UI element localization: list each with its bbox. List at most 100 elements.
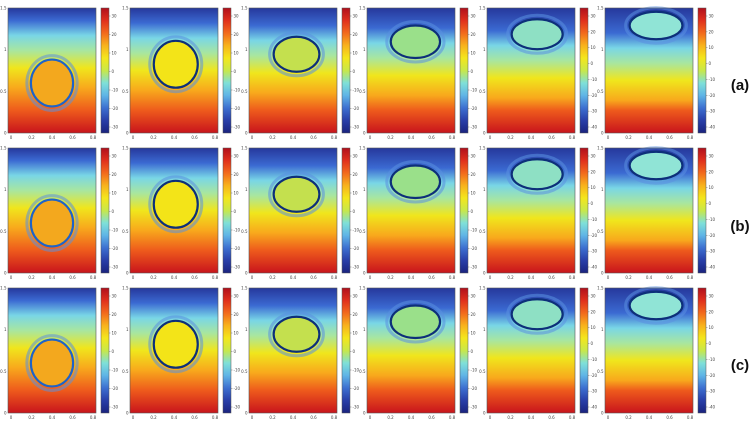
colorbar-tick-label: -10 xyxy=(353,368,360,373)
x-tick-label: 0.4 xyxy=(646,275,653,280)
colorbar-tick-label: 10 xyxy=(112,191,118,196)
x-tick-label: 0 xyxy=(369,135,372,140)
colorbar-tick-label: 10 xyxy=(471,191,477,196)
colorbar-tick-label: 10 xyxy=(709,45,715,50)
droplet xyxy=(628,150,684,181)
x-tick-label: 0.6 xyxy=(310,415,317,420)
colorbar-tick-label: -40 xyxy=(709,405,716,410)
colorbar-tick-label: 0 xyxy=(591,61,594,66)
y-tick-label: 0 xyxy=(363,271,366,276)
colorbar-tick-label: 0 xyxy=(234,349,237,354)
y-tick-label: 0 xyxy=(126,271,129,276)
panel-0-1: 0 0.2 0.4 0.6 0.8 0 0.5 1 1.5 30 20 10 0 -10 -20 -30 xyxy=(122,6,240,141)
colorbar-tick-label: -20 xyxy=(353,246,360,251)
y-tick-label: 0.5 xyxy=(479,229,486,234)
y-tick-label: 0.5 xyxy=(479,89,486,94)
y-tick-label: 0.5 xyxy=(241,229,248,234)
colorbar-tick-label: -10 xyxy=(471,88,478,93)
x-tick-label: 0.8 xyxy=(449,275,456,280)
colorbar-tick-label: 20 xyxy=(709,29,715,34)
droplet xyxy=(152,179,199,229)
colorbar xyxy=(579,287,589,414)
y-tick-label: 1 xyxy=(601,187,604,192)
y-tick-label: 0 xyxy=(483,271,486,276)
colorbar-tick-label: -10 xyxy=(353,88,360,93)
x-tick-label: 0.4 xyxy=(528,275,535,280)
colorbar-tick-label: 30 xyxy=(353,294,359,299)
colorbar-tick-label: -10 xyxy=(234,88,241,93)
droplet xyxy=(510,158,564,191)
y-tick-label: 0.5 xyxy=(359,229,366,234)
colorbar-tick-label: 10 xyxy=(709,325,715,330)
x-tick-label: 0.4 xyxy=(646,135,653,140)
colorbar-tick-label: 30 xyxy=(234,154,240,159)
x-tick-label: 0.2 xyxy=(387,415,394,420)
colorbar-tick-label: -20 xyxy=(709,233,716,238)
colorbar-tick-label: 0 xyxy=(471,209,474,214)
colorbar-tick-label: 20 xyxy=(112,172,118,177)
y-tick-label: 1 xyxy=(245,187,248,192)
colorbar-tick-label: -20 xyxy=(471,106,478,111)
y-tick-label: 1 xyxy=(126,47,129,52)
x-tick-label: 0.4 xyxy=(408,135,415,140)
colorbar-tick-label: 30 xyxy=(591,154,597,159)
colorbar xyxy=(222,147,232,274)
plot-frame xyxy=(7,147,97,274)
x-tick-label: 0.8 xyxy=(90,275,97,280)
colorbar xyxy=(459,147,469,274)
colorbar-tick-label: -30 xyxy=(591,249,598,254)
colorbar-tick-label: -20 xyxy=(234,106,241,111)
x-tick-label: 0.6 xyxy=(69,135,76,140)
colorbar xyxy=(697,147,707,274)
x-tick-label: 0.6 xyxy=(428,135,435,140)
colorbar-tick-label: -30 xyxy=(234,265,241,270)
droplet-halo xyxy=(385,160,446,204)
colorbar-tick-label: 10 xyxy=(591,325,597,330)
y-tick-label: 0.5 xyxy=(122,229,129,234)
y-tick-label: 0.5 xyxy=(122,369,129,374)
plot-frame xyxy=(129,287,219,414)
colorbar-tick-label: 10 xyxy=(353,191,359,196)
colorbar-tick-label: 30 xyxy=(234,14,240,19)
x-tick-label: 0.8 xyxy=(331,275,338,280)
row-label-c: (c) xyxy=(730,357,750,374)
colorbar-tick-label: 30 xyxy=(709,14,715,19)
colorbar-tick-label: -20 xyxy=(234,386,241,391)
colorbar-tick-label: -10 xyxy=(709,77,716,82)
x-tick-label: 0 xyxy=(132,135,135,140)
colorbar-tick-label: -30 xyxy=(353,405,360,410)
y-tick-label: 1 xyxy=(363,47,366,52)
x-tick-label: 0.4 xyxy=(408,415,415,420)
y-tick-label: 0.5 xyxy=(241,369,248,374)
y-tick-label: 1.5 xyxy=(479,6,486,11)
colorbar-tick-label: 10 xyxy=(353,331,359,336)
x-tick-label: 0.4 xyxy=(49,275,56,280)
panel-0-5: 0 0.2 0.4 0.6 0.8 0 0.5 1 1.5 30 20 10 0 -10 -20 -30 -40 xyxy=(597,6,715,141)
colorbar-tick-label: 0 xyxy=(353,209,356,214)
y-tick-label: 0 xyxy=(601,411,604,416)
colorbar xyxy=(459,7,469,134)
x-tick-label: 0 xyxy=(489,415,492,420)
x-tick-label: 0.2 xyxy=(507,415,514,420)
plot-frame xyxy=(486,147,576,274)
colorbar-tick-label: 30 xyxy=(112,294,118,299)
y-tick-label: 1 xyxy=(4,47,7,52)
colorbar-tick-label: 20 xyxy=(353,312,359,317)
y-tick-label: 0 xyxy=(483,131,486,136)
x-tick-label: 0.6 xyxy=(666,275,673,280)
colorbar-tick-label: 0 xyxy=(591,341,594,346)
y-tick-label: 1.5 xyxy=(597,6,604,11)
x-tick-label: 0 xyxy=(369,275,372,280)
plot-frame xyxy=(366,287,456,414)
x-tick-label: 0.6 xyxy=(69,275,76,280)
colorbar-tick-label: -30 xyxy=(709,249,716,254)
colorbar-tick-label: 20 xyxy=(234,172,240,177)
colorbar-tick-label: 20 xyxy=(471,312,477,317)
y-tick-label: 1 xyxy=(126,187,129,192)
y-tick-label: 0 xyxy=(245,411,248,416)
x-tick-label: 0.2 xyxy=(28,275,35,280)
colorbar-tick-label: 0 xyxy=(709,61,712,66)
y-tick-label: 0 xyxy=(4,271,7,276)
x-tick-label: 0.6 xyxy=(310,135,317,140)
